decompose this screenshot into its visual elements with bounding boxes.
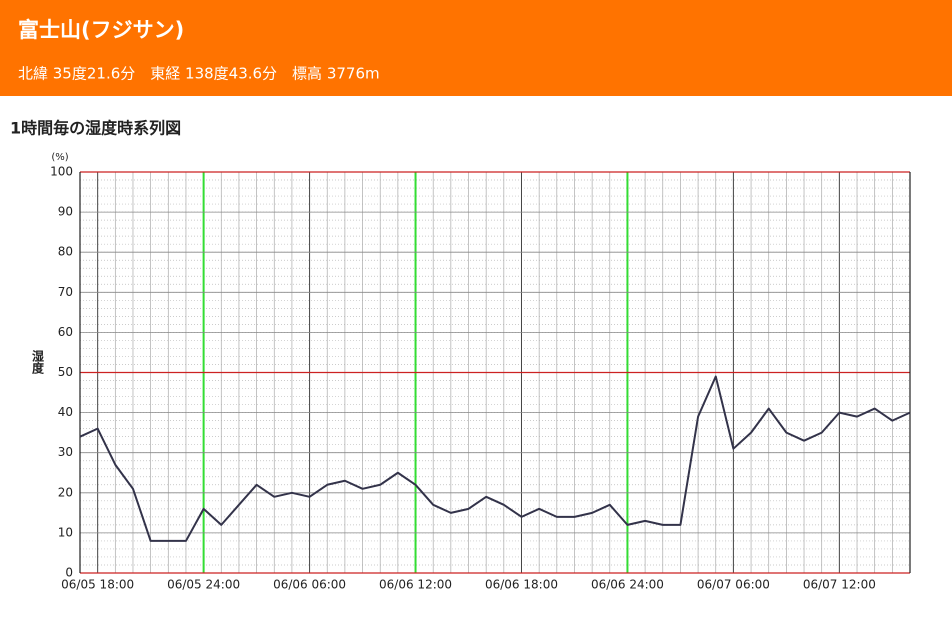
y-tick-label: 60 — [58, 325, 73, 339]
x-tick-label: 06/06 06:00 — [273, 578, 346, 592]
x-tick-label: 06/06 12:00 — [379, 578, 452, 592]
y-unit: (%) — [51, 152, 68, 163]
y-axis-label: 湿度 — [31, 349, 45, 375]
y-tick-label: 80 — [58, 245, 73, 259]
x-tick-label: 06/06 18:00 — [485, 578, 558, 592]
y-tick-label: 100 — [50, 165, 73, 179]
y-tick-label: 0 — [65, 566, 73, 580]
header-bar — [0, 0, 952, 96]
y-tick-label: 10 — [58, 525, 73, 539]
y-tick-label: 20 — [58, 485, 73, 499]
y-tick-label: 70 — [58, 285, 73, 299]
x-tick-label: 06/05 18:00 — [61, 578, 134, 592]
y-tick-label: 50 — [58, 365, 73, 379]
header-title: 富士山(フジサン) — [18, 18, 184, 42]
data-line — [79, 375, 911, 542]
chart-title: 1時間毎の湿度時系列図 — [10, 119, 181, 138]
header-subtitle: 北緯 35度21.6分 東経 138度43.6分 標高 3776m — [18, 65, 380, 83]
y-tick-label: 40 — [58, 405, 73, 419]
x-tick-label: 06/05 24:00 — [167, 578, 240, 592]
x-tick-label: 06/07 12:00 — [803, 578, 876, 592]
x-tick-label: 06/07 06:00 — [697, 578, 770, 592]
y-tick-label: 90 — [58, 205, 73, 219]
y-tick-label: 30 — [58, 445, 73, 459]
x-tick-label: 06/06 24:00 — [591, 578, 664, 592]
